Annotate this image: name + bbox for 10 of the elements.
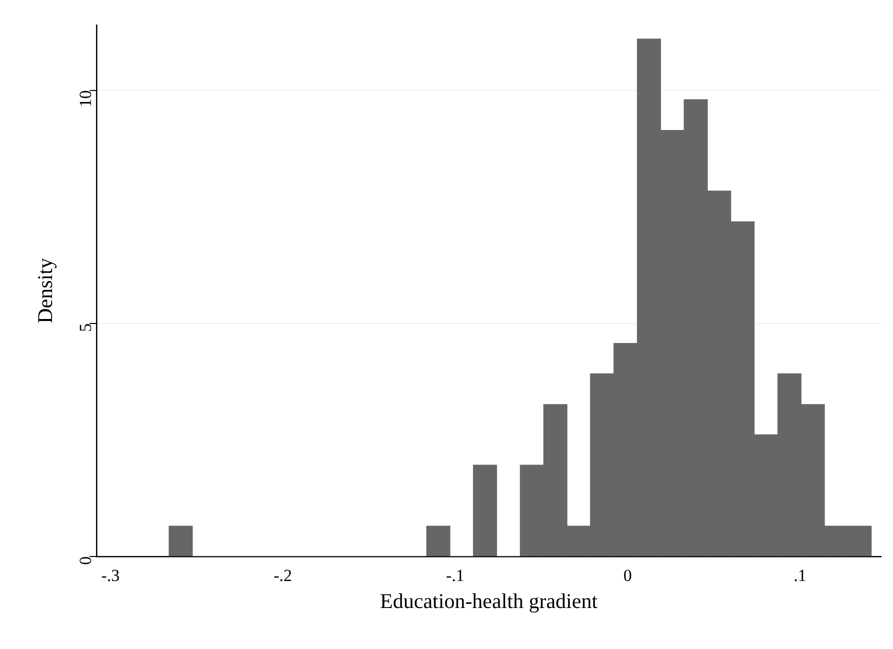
x-tick-label: -.1 [446, 566, 464, 586]
x-axis-title: Education-health gradient [380, 588, 598, 613]
x-tick-label: -.3 [101, 566, 120, 586]
y-tick-label: 10 [76, 90, 96, 108]
y-tick-label: 5 [76, 323, 96, 332]
y-tick-label: 0 [76, 556, 96, 565]
x-tick-label: -.2 [274, 566, 292, 586]
x-tick-label: .1 [794, 566, 806, 586]
x-tick-label: 0 [623, 566, 632, 586]
y-axis-title: Density [33, 258, 58, 324]
